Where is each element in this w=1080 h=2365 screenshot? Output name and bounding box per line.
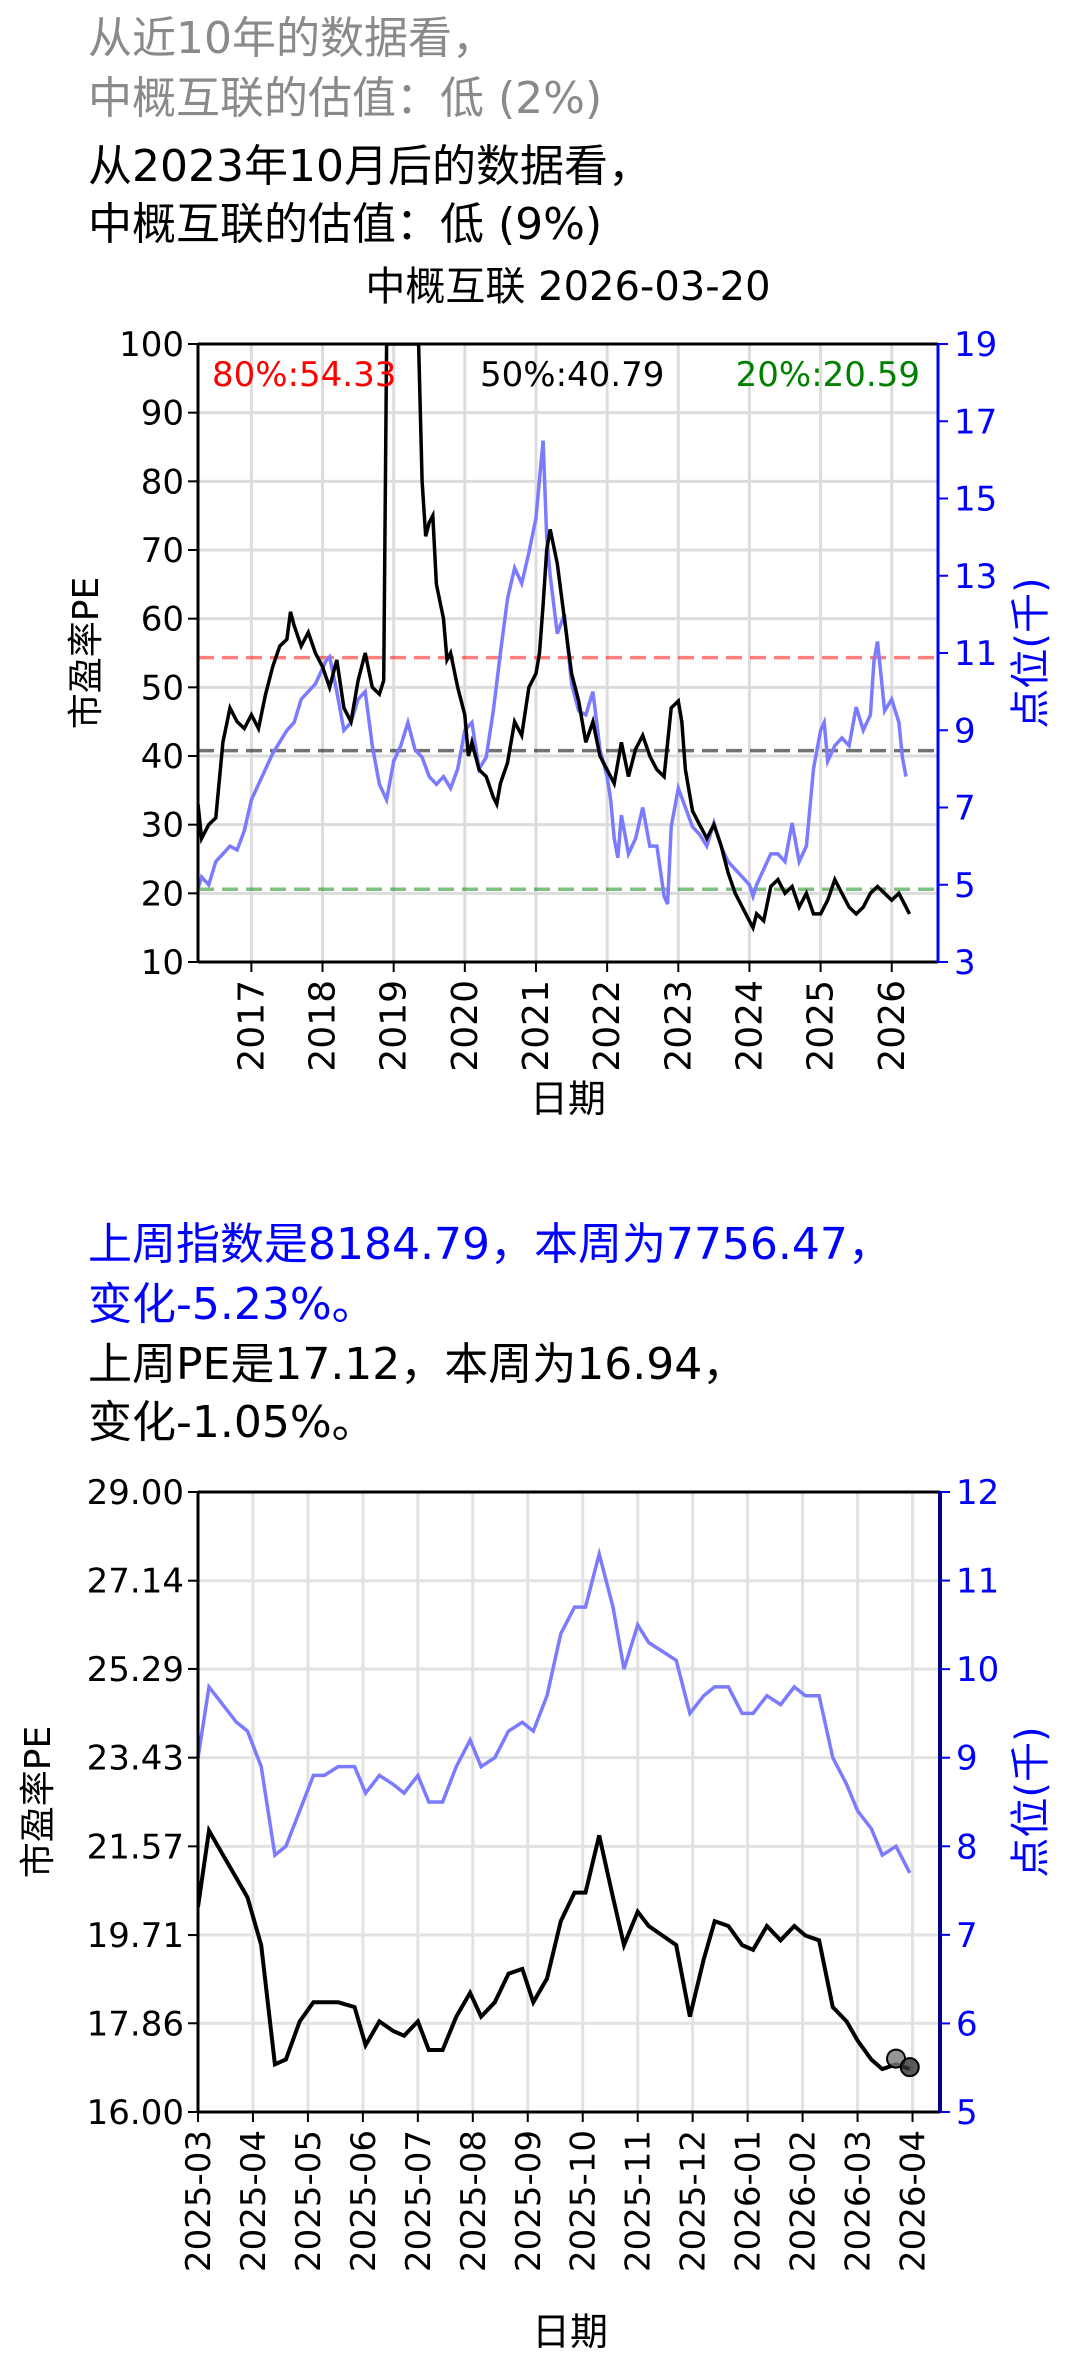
chart1-y2-tick-label: 7 — [954, 789, 976, 829]
chart1-y-tick-label: 40 — [141, 737, 184, 777]
weekly-index-line-1: 上周指数是8184.79，本周为7756.47， — [88, 1219, 892, 1270]
chart1-y-tick-label: 100 — [119, 325, 184, 365]
chart2-x-tick-label: 2025-12 — [674, 2130, 714, 2272]
chart1-y2-tick-label: 11 — [954, 634, 997, 674]
chart2-x-tick-label: 2026-03 — [839, 2130, 879, 2272]
summary-line-1: 从近10年的数据看， — [88, 13, 496, 64]
chart2-x-tick-label: 2025-11 — [619, 2130, 659, 2272]
chart1-y2-tick-label: 3 — [954, 943, 976, 983]
chart1-x-tick-label: 2023 — [658, 980, 699, 1072]
chart1-y-tick-label: 50 — [141, 668, 184, 708]
chart1-y2-tick-label: 5 — [954, 866, 976, 906]
chart2-y-tick-label: 16.00 — [87, 2093, 184, 2133]
chart2-x-tick-label: 2025-03 — [179, 2130, 219, 2272]
chart1-x-tick-label: 2024 — [729, 980, 770, 1072]
weekly-index-line-2: 变化-5.23%。 — [88, 1279, 376, 1330]
summary-line-3: 从2023年10月后的数据看， — [88, 141, 652, 192]
chart2-x-tick-label: 2025-06 — [344, 2130, 384, 2272]
chart1-percentile-label: 80%:54.33 — [212, 355, 396, 395]
chart1-y-tick-label: 20 — [141, 874, 184, 914]
chart2-y2-tick-label: 5 — [956, 2093, 978, 2133]
chart1-x-tick-label: 2021 — [516, 980, 557, 1072]
chart1-y2-tick-label: 17 — [954, 402, 997, 442]
chart1-ylabel: 市盈率PE — [66, 577, 107, 729]
chart2-y2-tick-label: 7 — [956, 1916, 978, 1956]
chart2-this-week-marker — [899, 2057, 920, 2078]
chart2-y2-tick-label: 12 — [956, 1473, 999, 1513]
chart1-y2-tick-label: 15 — [954, 480, 997, 520]
chart1-x-tick-label: 2025 — [801, 980, 842, 1072]
weekly-pe-line-2: 变化-1.05%。 — [88, 1397, 376, 1448]
chart1-x-tick-label: 2017 — [231, 980, 272, 1072]
weekly-pe-line-1: 上周PE是17.12，本周为16.94， — [88, 1339, 747, 1390]
chart2-y-tick-label: 17.86 — [87, 2004, 184, 2044]
chart2-x-tick-label: 2026-02 — [784, 2130, 824, 2272]
chart1-x-tick-label: 2026 — [872, 980, 913, 1072]
chart2-pe-series — [198, 1824, 911, 2072]
chart2-y-tick-label: 27.14 — [87, 1562, 184, 1602]
chart1-y2-tick-label: 9 — [954, 711, 976, 751]
chart2-x-tick-label: 2025-08 — [454, 2130, 494, 2272]
chart1-x-tick-label: 2020 — [445, 980, 486, 1072]
chart2-x-tick-label: 2026-04 — [894, 2130, 934, 2272]
chart1-y-tick-label: 90 — [141, 394, 184, 434]
chart1-y2label: 点位(千) — [1008, 577, 1054, 728]
chart2-x-tick-label: 2025-04 — [234, 2130, 274, 2272]
chart1-x-tick-label: 2018 — [303, 980, 344, 1072]
chart2-x-tick-label: 2025-09 — [509, 2130, 549, 2272]
chart2-y2-tick-label: 9 — [956, 1739, 978, 1779]
summary-line-2: 中概互联的估值：低 (2%) — [88, 73, 603, 124]
chart2-y2-tick-label: 11 — [956, 1562, 999, 1602]
chart2-y-tick-label: 25.29 — [87, 1650, 184, 1690]
chart1-y-tick-label: 60 — [141, 600, 184, 640]
chart1-title: 中概互联 2026-03-20 — [365, 264, 770, 310]
chart2-ylabel: 市盈率PE — [18, 1726, 59, 1878]
chart1-percentile-label: 20%:20.59 — [736, 355, 920, 395]
chart2-x-tick-label: 2025-05 — [289, 2130, 329, 2272]
chart1-percentile-label: 50%:40.79 — [480, 355, 664, 395]
chart1-xlabel: 日期 — [530, 1077, 606, 1121]
chart2-y2-tick-label: 8 — [956, 1827, 978, 1867]
chart1-y2-tick-label: 13 — [954, 557, 997, 597]
chart2-y-tick-label: 23.43 — [87, 1739, 184, 1779]
pe-recent-chart: 2025-03 2025-04 2025-05 2025-06 2025-07 2025-… — [18, 1473, 1054, 2354]
chart1-x-tick-label: 2019 — [374, 980, 415, 1072]
chart1-x-tick-label: 2022 — [587, 980, 628, 1072]
chart2-x-tick-label: 2025-10 — [564, 2130, 604, 2272]
chart1-y-tick-label: 10 — [141, 943, 184, 983]
chart1-y2-tick-label: 19 — [954, 325, 997, 365]
chart2-y2-tick-label: 6 — [956, 2004, 978, 2044]
chart1-index-series — [198, 440, 908, 905]
chart1-y-tick-label: 70 — [141, 531, 184, 571]
chart1-y-tick-label: 80 — [141, 462, 184, 502]
chart2-y-tick-label: 19.71 — [87, 1916, 184, 1956]
chart2-y2-tick-label: 10 — [956, 1650, 999, 1690]
chart2-y2label: 点位(千) — [1008, 1726, 1054, 1877]
chart2-y-tick-label: 29.00 — [87, 1473, 184, 1513]
summary-line-4: 中概互联的估值：低 (9%) — [88, 199, 603, 250]
chart2-y-tick-label: 21.57 — [87, 1827, 184, 1867]
chart2-x-tick-label: 2025-07 — [399, 2130, 439, 2272]
chart1-pe-series — [198, 344, 912, 933]
chart2-xlabel: 日期 — [532, 2310, 608, 2354]
chart1-y-tick-label: 30 — [141, 806, 184, 846]
chart2-index-series — [198, 1547, 912, 1874]
chart2-x-tick-label: 2026-01 — [729, 2130, 769, 2272]
